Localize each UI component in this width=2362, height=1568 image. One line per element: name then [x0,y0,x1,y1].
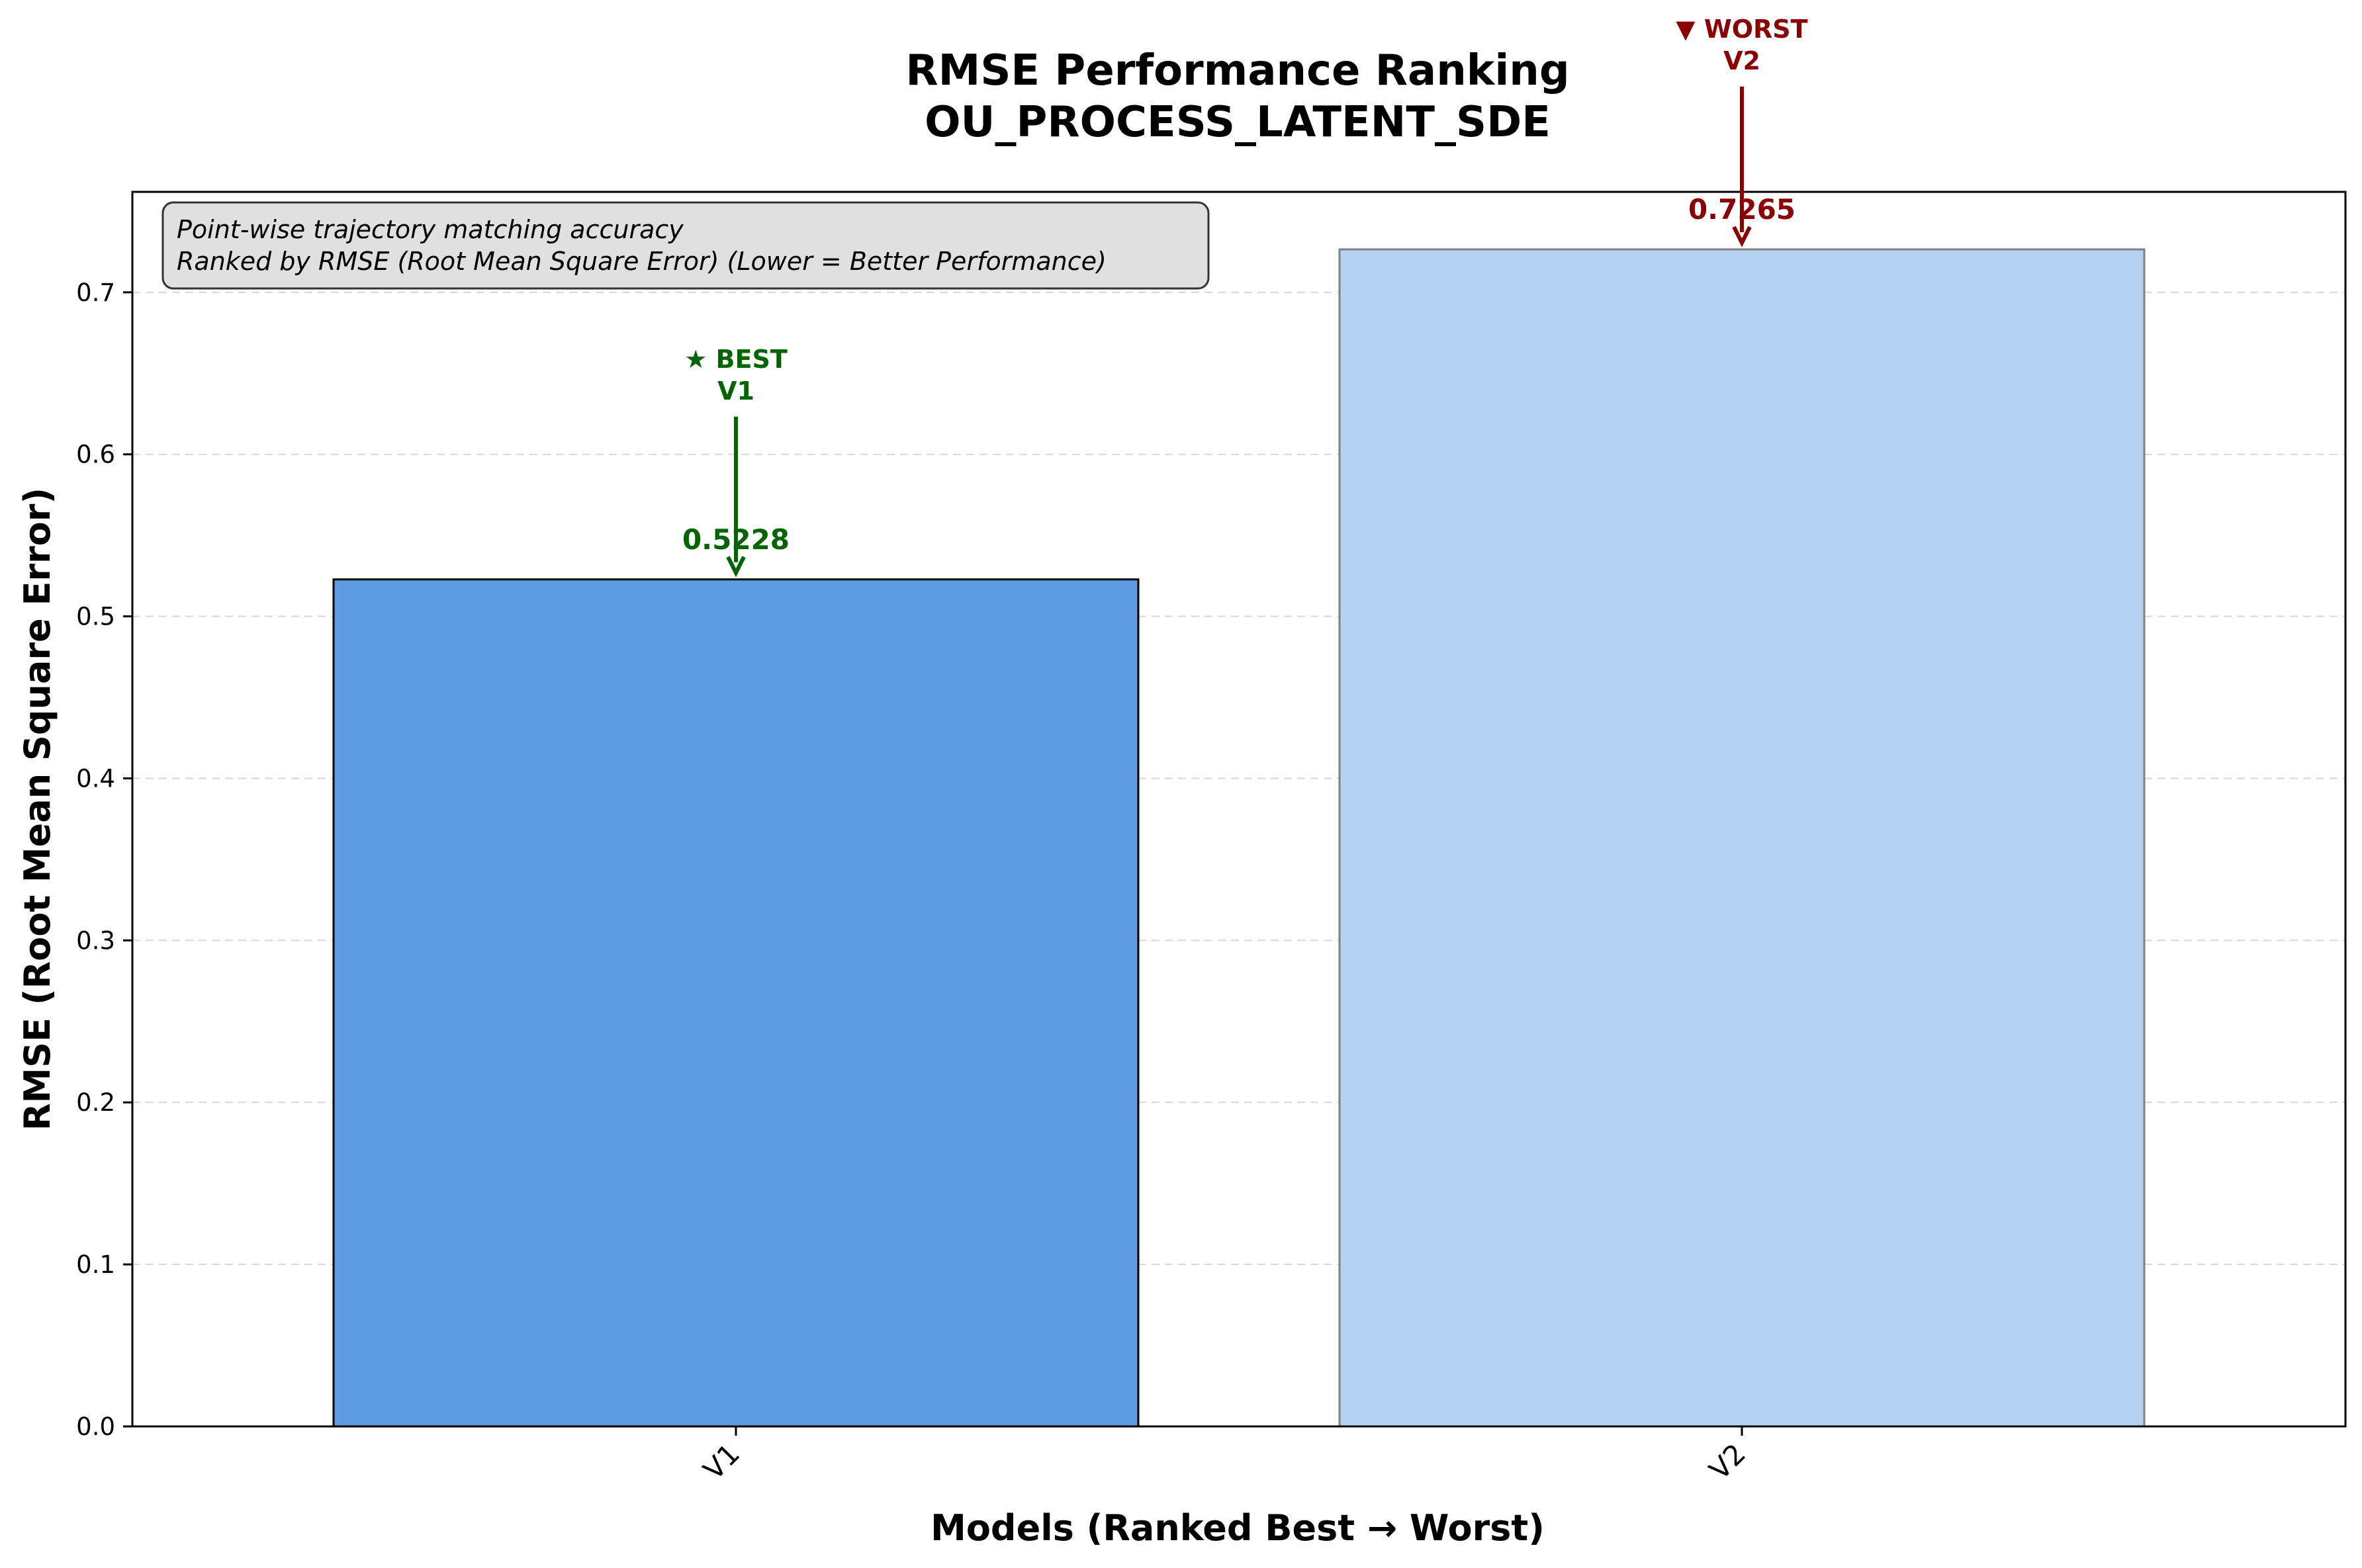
chart-subtitle: OU_PROCESS_LATENT_SDE [925,98,1551,147]
y-axis-ticks: 0.0 0.1 0.2 0.3 0.4 0.5 0.6 0.7 [76,279,132,1441]
bar-v1 [332,578,1140,1428]
info-box: Point-wise trajectory matching accuracy … [161,201,1210,290]
y-tick-label: 0.1 [76,1250,115,1279]
y-tick-label: 0.4 [76,764,115,793]
info-box-line1: Point-wise trajectory matching accuracy [177,215,684,244]
best-annotation-label: ★ BEST [684,345,788,374]
worst-annotation-model: V2 [1723,46,1760,75]
y-tick-label: 0.7 [76,279,115,307]
chart-title: RMSE Performance Ranking [905,46,1569,95]
bars [332,248,2146,1428]
y-tick-label: 0.0 [76,1413,115,1441]
bar-v2 [1338,248,2146,1428]
y-tick-label: 0.2 [76,1088,115,1117]
y-tick-label: 0.3 [76,926,115,955]
y-axis-label: RMSE (Root Mean Square Error) [17,488,58,1131]
annotation-arrow-head [1732,226,1752,247]
plot-frame [131,191,2347,1428]
annotation-arrow-head [726,556,746,578]
best-annotation-model: V1 [717,376,754,406]
y-tick-label: 0.6 [76,441,115,469]
info-box-line2: Ranked by RMSE (Root Mean Square Error) … [177,247,1107,276]
info-box-background [161,201,1210,290]
y-tick-label: 0.5 [76,603,115,631]
worst-annotation-label: ▼ WORST [1676,15,1807,44]
x-axis-label: Models (Ranked Best → Worst) [931,1507,1545,1549]
